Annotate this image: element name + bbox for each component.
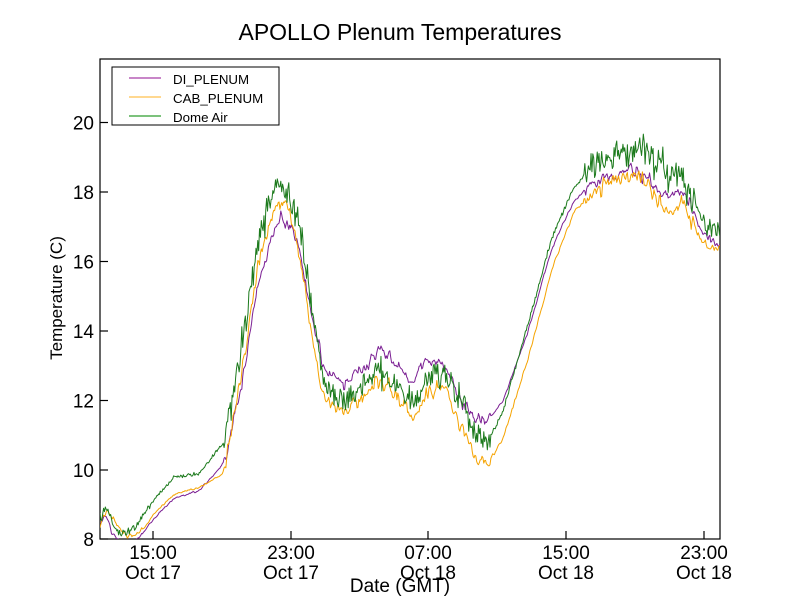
svg-text:23:00: 23:00 [680,543,728,564]
svg-text:Oct 18: Oct 18 [538,563,594,584]
svg-text:Oct 17: Oct 17 [263,563,319,584]
svg-text:07:00: 07:00 [404,543,452,564]
svg-text:18: 18 [73,183,94,204]
svg-text:10: 10 [73,461,94,482]
svg-text:CAB_PLENUM: CAB_PLENUM [173,91,263,106]
svg-text:DI_PLENUM: DI_PLENUM [173,72,249,87]
svg-text:Oct 18: Oct 18 [400,563,456,584]
svg-text:20: 20 [73,114,94,135]
svg-text:16: 16 [73,253,94,274]
svg-text:Oct 18: Oct 18 [676,563,732,584]
svg-text:15:00: 15:00 [542,543,590,564]
svg-text:12: 12 [73,392,94,413]
svg-text:Oct 17: Oct 17 [125,563,181,584]
svg-text:Dome Air: Dome Air [173,110,228,125]
svg-text:15:00: 15:00 [129,543,177,564]
svg-text:23:00: 23:00 [267,543,315,564]
svg-text:14: 14 [73,322,95,343]
svg-text:8: 8 [83,530,94,551]
